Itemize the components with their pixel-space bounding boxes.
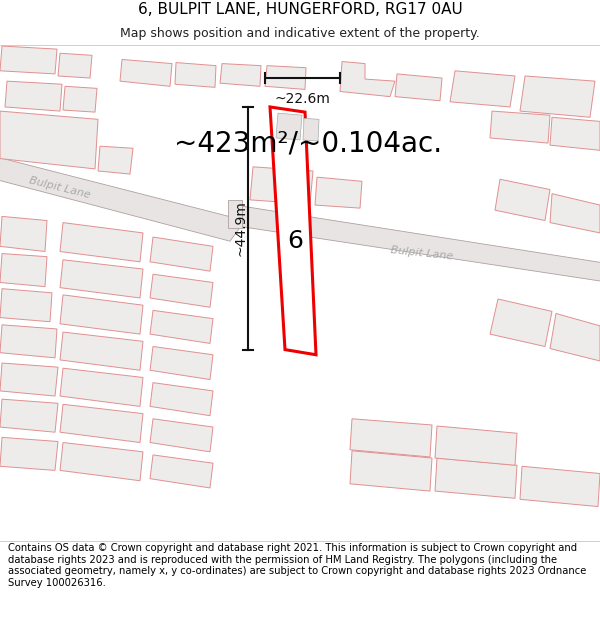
Polygon shape [60,404,143,442]
Polygon shape [60,332,143,370]
Polygon shape [0,156,245,241]
Polygon shape [63,86,97,112]
Polygon shape [150,346,213,379]
Polygon shape [150,455,213,488]
Polygon shape [0,111,98,169]
Polygon shape [315,177,362,208]
Polygon shape [490,111,550,143]
Text: Bulpit Lane: Bulpit Lane [390,246,454,262]
Polygon shape [0,289,52,322]
Text: 6: 6 [287,229,303,253]
Polygon shape [60,442,143,481]
Polygon shape [450,71,515,107]
Polygon shape [60,295,143,334]
Polygon shape [550,118,600,151]
Polygon shape [0,254,47,287]
Text: ~22.6m: ~22.6m [275,92,331,106]
Polygon shape [5,81,62,111]
Text: Contains OS data © Crown copyright and database right 2021. This information is : Contains OS data © Crown copyright and d… [8,543,586,588]
Polygon shape [150,419,213,452]
Polygon shape [228,200,242,228]
Polygon shape [60,260,143,298]
Polygon shape [150,274,213,308]
Polygon shape [435,426,517,465]
Polygon shape [435,458,517,498]
Polygon shape [220,64,261,86]
Text: ~423m²/~0.104ac.: ~423m²/~0.104ac. [174,129,442,157]
Polygon shape [235,205,600,282]
Polygon shape [340,61,395,97]
Polygon shape [520,466,600,506]
Polygon shape [150,311,213,343]
Polygon shape [495,179,550,221]
Polygon shape [265,66,306,89]
Polygon shape [550,194,600,233]
Polygon shape [175,62,216,88]
Text: Bulpit Lane: Bulpit Lane [28,175,91,200]
Polygon shape [60,368,143,406]
Polygon shape [150,237,213,271]
Polygon shape [276,113,302,140]
Text: 6, BULPIT LANE, HUNGERFORD, RG17 0AU: 6, BULPIT LANE, HUNGERFORD, RG17 0AU [137,2,463,18]
Polygon shape [270,107,316,355]
Polygon shape [0,399,58,432]
Text: ~44.9m: ~44.9m [233,201,247,256]
Polygon shape [350,451,432,491]
Polygon shape [0,325,57,358]
Polygon shape [550,314,600,361]
Polygon shape [0,363,58,396]
Polygon shape [395,74,442,101]
Polygon shape [490,299,552,346]
Polygon shape [350,419,432,457]
Polygon shape [520,76,595,118]
Polygon shape [0,438,58,471]
Polygon shape [303,118,319,141]
Polygon shape [250,167,313,204]
Polygon shape [150,382,213,416]
Text: Map shows position and indicative extent of the property.: Map shows position and indicative extent… [120,28,480,40]
Polygon shape [0,46,57,74]
Polygon shape [120,59,172,86]
Polygon shape [98,146,133,174]
Polygon shape [0,216,47,251]
Polygon shape [58,53,92,78]
Polygon shape [60,222,143,262]
